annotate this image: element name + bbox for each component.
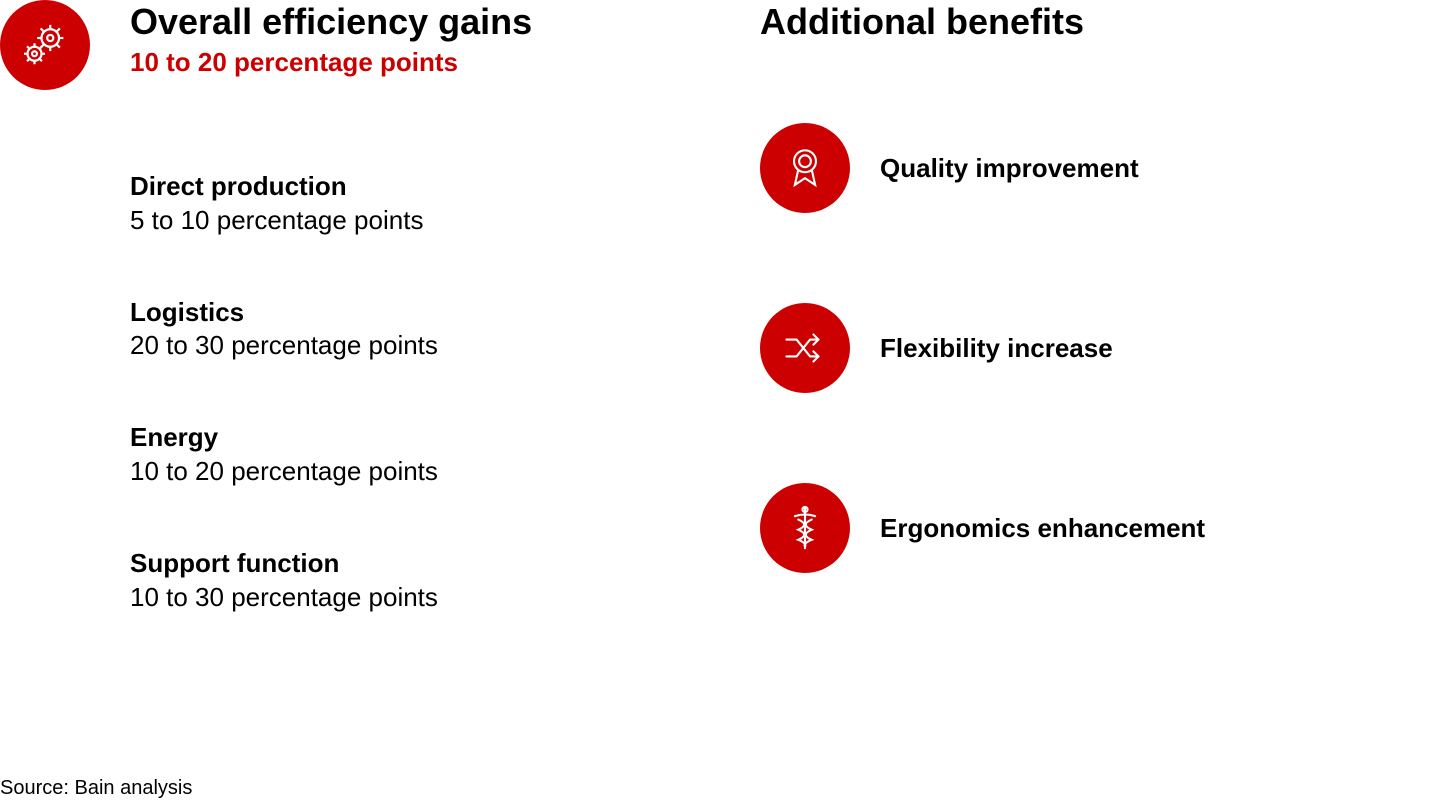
metric-title: Direct production (130, 170, 680, 204)
shuffle-arrows-icon (760, 303, 850, 393)
right-column: Additional benefits Quality improvement (720, 0, 1440, 810)
benefit-item: Quality improvement (760, 123, 1440, 213)
left-header: Overall efficiency gains 10 to 20 percen… (0, 0, 680, 90)
metric-item: Support function 10 to 30 percentage poi… (130, 547, 680, 615)
award-ribbon-icon (760, 123, 850, 213)
metric-value: 20 to 30 percentage points (130, 329, 680, 363)
benefit-item: Flexibility increase (760, 303, 1440, 393)
benefit-label: Quality improvement (880, 153, 1139, 184)
source-citation: Source: Bain analysis (0, 777, 192, 800)
metric-title: Energy (130, 421, 680, 455)
gears-icon (0, 0, 90, 90)
metric-value: 10 to 20 percentage points (130, 455, 680, 489)
metric-title: Support function (130, 547, 680, 581)
metric-item: Direct production 5 to 10 percentage poi… (130, 170, 680, 238)
benefit-list: Quality improvement Flexibility increase (760, 123, 1440, 573)
metric-item: Logistics 20 to 30 percentage points (130, 296, 680, 364)
metric-value: 10 to 30 percentage points (130, 581, 680, 615)
efficiency-subtitle: 10 to 20 percentage points (130, 47, 532, 78)
metric-value: 5 to 10 percentage points (130, 204, 680, 238)
metric-title: Logistics (130, 296, 680, 330)
caduceus-icon (760, 483, 850, 573)
benefits-title: Additional benefits (760, 0, 1440, 43)
left-column: Overall efficiency gains 10 to 20 percen… (0, 0, 720, 810)
benefit-label: Ergonomics enhancement (880, 513, 1205, 544)
efficiency-title: Overall efficiency gains (130, 0, 532, 43)
benefit-label: Flexibility increase (880, 333, 1113, 364)
metric-list: Direct production 5 to 10 percentage poi… (0, 170, 680, 614)
metric-item: Energy 10 to 20 percentage points (130, 421, 680, 489)
benefit-item: Ergonomics enhancement (760, 483, 1440, 573)
